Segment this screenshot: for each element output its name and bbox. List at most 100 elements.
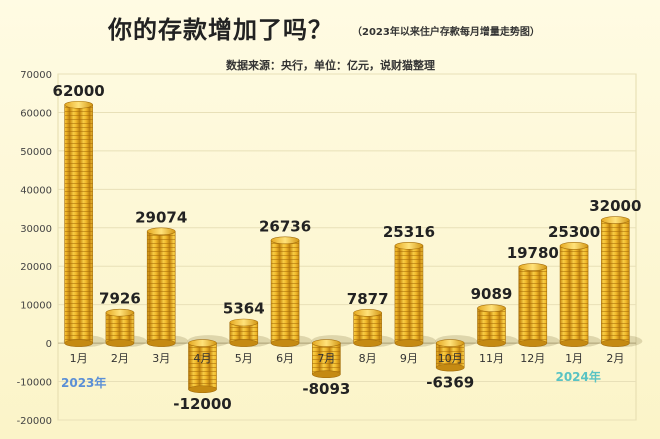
bar-coin-stack [63, 100, 106, 348]
coin-face [601, 216, 630, 224]
data-label: 5364 [223, 299, 265, 317]
y-tick-label: 30000 [20, 224, 52, 235]
data-label: 62000 [53, 82, 105, 100]
coin-base [353, 339, 382, 347]
coin-base [518, 339, 548, 347]
data-label: -12000 [173, 395, 231, 413]
data-label: -8093 [302, 380, 350, 398]
y-axis: 70000 60000 50000 40000 30000 20000 10000 0 -100… [17, 70, 52, 427]
bar [559, 245, 589, 344]
y-tick-label: -20000 [17, 416, 52, 427]
data-source-note: 数据来源：央行，单位：亿元，说财猫整理 [226, 59, 435, 72]
bar [188, 342, 217, 390]
y-tick-label: 20000 [20, 262, 52, 273]
data-label: 7877 [347, 290, 389, 308]
coin-face [518, 263, 548, 271]
y-tick-label: 0 [46, 339, 52, 350]
x-tick-label: 3月 [152, 352, 170, 365]
y-tick-label: 10000 [20, 301, 52, 312]
coin-base [146, 339, 176, 347]
x-tick-label: 5月 [235, 352, 253, 365]
coin-face [559, 242, 589, 250]
x-tick-label: 6月 [276, 352, 294, 365]
bar-coin-stack [517, 263, 560, 348]
bar-coin-stack [270, 236, 313, 348]
chart-subtitle: （2023年以来住户存款每月增量走势图） [352, 27, 540, 38]
bar [146, 231, 176, 344]
bar-coin-stack [311, 335, 354, 379]
bar [64, 104, 93, 344]
data-label: 32000 [589, 197, 641, 215]
y-tick-label: 70000 [20, 70, 52, 81]
bar-coin-stack [476, 304, 519, 348]
bar-coin-stack [187, 335, 230, 394]
x-tick-label: 9月 [400, 352, 418, 365]
coin-base [394, 339, 424, 347]
data-label: 7926 [99, 290, 141, 308]
y-tick-label: 40000 [20, 185, 52, 196]
x-tick-label: 11月 [479, 352, 504, 365]
bar-coin-stack [559, 242, 602, 348]
coin-face [64, 100, 93, 109]
year-label-2024: 2024年 [555, 369, 600, 384]
data-label: -6369 [426, 374, 474, 392]
data-label: 26736 [259, 217, 311, 235]
y-tick-label: -10000 [17, 378, 52, 389]
bar [353, 312, 382, 344]
x-tick-label: 10月 [438, 352, 463, 365]
data-label: 9089 [471, 285, 513, 303]
bar-coin-stack [352, 309, 395, 348]
coin-base [64, 339, 93, 347]
bar [312, 342, 341, 375]
x-tick-label: 1月 [70, 352, 88, 365]
bar-coin-stack [393, 241, 436, 348]
coin-face [105, 308, 135, 317]
x-tick-label: 4月 [194, 352, 212, 365]
coin-base [229, 339, 259, 347]
data-label: 25300 [548, 223, 600, 241]
y-tick-label: 50000 [20, 147, 52, 158]
label-layer: 62000 1月 7926 2月 29074 3月 -12000 4月 5364 5月 26736 6… [53, 82, 642, 413]
coin-face [353, 309, 382, 317]
coin-base [435, 363, 465, 372]
year-label-2023: 2023年 [61, 375, 106, 390]
x-tick-label: 12月 [520, 352, 545, 365]
chart-title: 你的存款增加了吗？ [108, 16, 333, 44]
data-label: 25316 [383, 223, 435, 241]
coin-face [146, 227, 176, 236]
coin-face [435, 339, 465, 347]
coin-base [270, 339, 300, 347]
x-tick-label: 2月 [111, 352, 129, 365]
x-tick-label: 7月 [317, 352, 335, 365]
bar [477, 307, 506, 344]
bar-coin-stack [146, 227, 189, 348]
coin-face [394, 241, 424, 250]
coin-base [188, 385, 217, 394]
coin-base [559, 339, 589, 347]
coin-face [229, 318, 259, 327]
coin-base [312, 370, 341, 379]
coin-base [601, 339, 630, 347]
coin-base [477, 339, 506, 347]
bar [518, 266, 548, 344]
coin-face [270, 236, 300, 245]
bar [601, 219, 630, 344]
bar-layer [63, 100, 643, 394]
bar-coin-stack [600, 216, 643, 348]
x-tick-label: 1月 [565, 352, 583, 365]
bar-coin-stack [228, 318, 271, 348]
coin-face [188, 339, 217, 347]
data-label: 19780 [507, 244, 559, 262]
y-tick-label: 60000 [20, 108, 52, 119]
bar [270, 240, 300, 344]
x-tick-label: 2月 [606, 352, 624, 365]
bar [394, 245, 424, 344]
bar-coin-stack [435, 335, 478, 372]
coin-face [477, 304, 506, 312]
bar-coin-stack [104, 308, 147, 348]
x-tick-label: 8月 [359, 352, 377, 365]
coin-face [312, 339, 341, 347]
coin-base [105, 339, 135, 347]
data-label: 29074 [135, 208, 187, 226]
